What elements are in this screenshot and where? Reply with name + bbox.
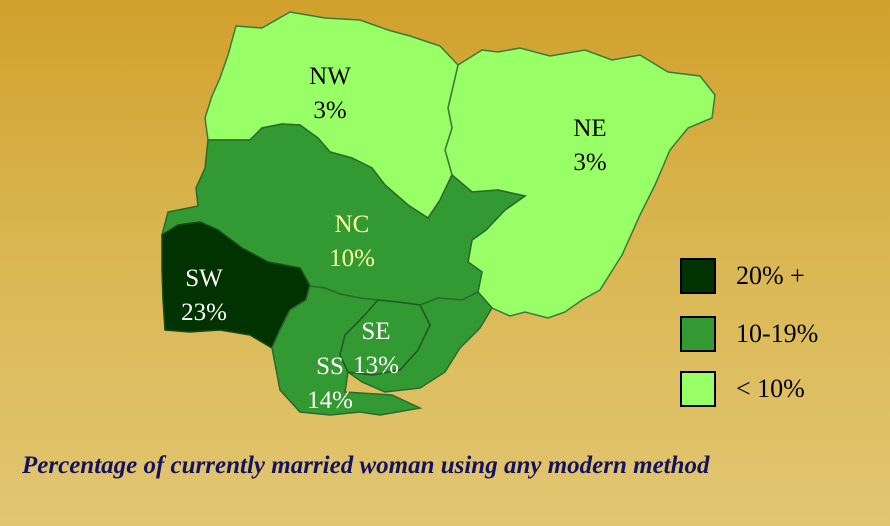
- map-caption: Percentage of currently married woman us…: [22, 452, 710, 479]
- region-value-NC: 10%: [329, 244, 375, 272]
- legend-item-under10: < 10%: [680, 371, 805, 407]
- region-label-SW: SW 23%: [170, 262, 238, 330]
- region-SE-shape: [339, 299, 431, 376]
- legend-swatch: [680, 258, 716, 294]
- region-code-NE: NE: [573, 115, 607, 142]
- region-value-SS: 14%: [307, 386, 353, 414]
- region-code-NC: NC: [334, 211, 370, 238]
- region-label-SE: SE 13%: [344, 315, 408, 383]
- legend-swatch: [680, 316, 716, 352]
- region-code-SS: SS: [316, 353, 344, 380]
- region-code-NW: NW: [309, 63, 351, 90]
- legend-label: 20% +: [736, 261, 805, 290]
- legend-label: 10-19%: [736, 319, 819, 348]
- legend-swatch: [680, 371, 716, 407]
- region-code-SE: SE: [361, 318, 391, 345]
- region-value-NW: 3%: [313, 96, 347, 124]
- region-value-SW: 23%: [181, 298, 227, 326]
- legend-label: < 10%: [736, 374, 805, 403]
- region-value-SE: 13%: [353, 351, 399, 379]
- region-NE-shape: [444, 47, 716, 319]
- region-label-NC: NC 10%: [316, 208, 388, 276]
- region-label-SS: SS 14%: [296, 350, 364, 418]
- region-code-SW: SW: [185, 265, 223, 292]
- region-value-NE: 3%: [573, 148, 607, 176]
- region-label-NE: NE 3%: [558, 112, 622, 180]
- region-label-NW: NW 3%: [298, 60, 362, 128]
- legend-item-20plus: 20% +: [680, 258, 805, 294]
- legend-item-10-19: 10-19%: [680, 316, 818, 352]
